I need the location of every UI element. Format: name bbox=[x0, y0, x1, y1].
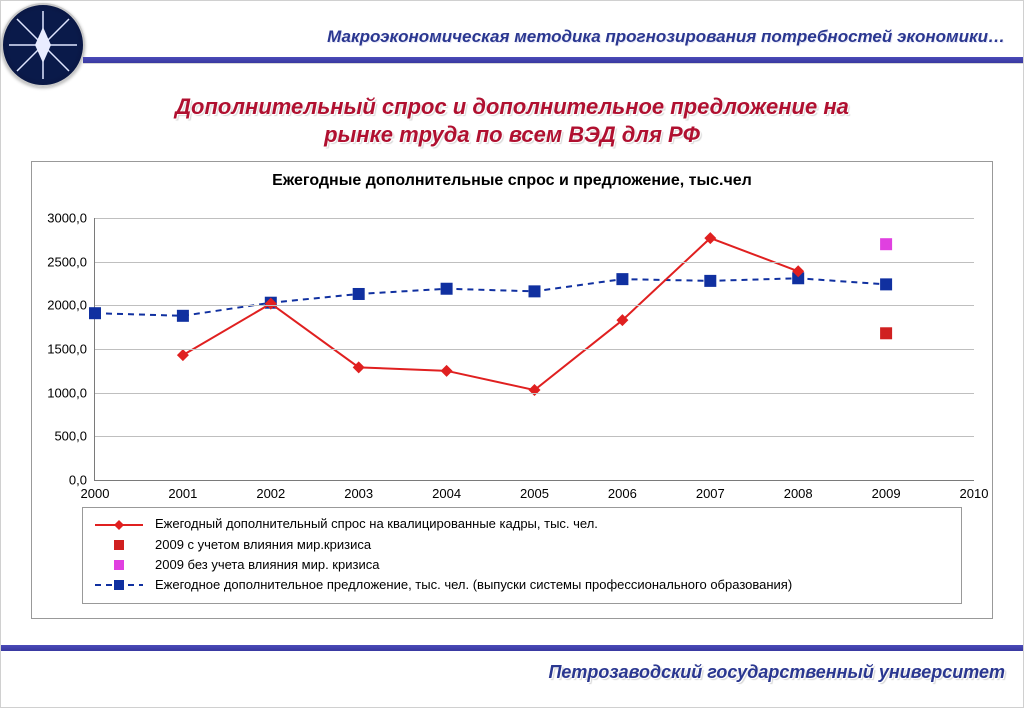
x-tick-label: 2004 bbox=[432, 486, 461, 501]
header-subtitle: Макроэкономическая методика прогнозирова… bbox=[327, 27, 1005, 47]
legend-item: Ежегодный дополнительный спрос на квалиц… bbox=[93, 514, 951, 534]
x-tick-label: 2007 bbox=[696, 486, 725, 501]
x-tick-label: 2000 bbox=[81, 486, 110, 501]
legend-swatch-icon bbox=[93, 538, 145, 552]
legend-swatch-icon bbox=[93, 578, 145, 592]
y-tick-label: 1000,0 bbox=[47, 385, 87, 400]
chart-legend: Ежегодный дополнительный спрос на квалиц… bbox=[82, 507, 962, 604]
legend-label: Ежегодный дополнительный спрос на квалиц… bbox=[155, 514, 598, 534]
header-divider bbox=[83, 57, 1023, 64]
chart-plot-area: 0,0500,01000,01500,02000,02500,03000,020… bbox=[94, 218, 974, 481]
y-tick-label: 500,0 bbox=[54, 429, 87, 444]
x-tick-label: 2005 bbox=[520, 486, 549, 501]
legend-item: Ежегодное дополнительное предложение, ты… bbox=[93, 575, 951, 595]
chart-container: Ежегодные дополнительные спрос и предлож… bbox=[31, 161, 993, 619]
slide-title: Дополнительный спрос и дополнительное пр… bbox=[1, 93, 1023, 148]
y-tick-label: 2000,0 bbox=[47, 298, 87, 313]
legend-item: 2009 с учетом влияния мир.кризиса bbox=[93, 535, 951, 555]
x-tick-label: 2003 bbox=[344, 486, 373, 501]
chart-title: Ежегодные дополнительные спрос и предлож… bbox=[32, 172, 992, 190]
slide-title-line1: Дополнительный спрос и дополнительное пр… bbox=[175, 94, 849, 119]
header: Макроэкономическая методика прогнозирова… bbox=[1, 1, 1023, 87]
legend-label: 2009 без учета влияния мир. кризиса bbox=[155, 555, 379, 575]
slide-title-line2: рынке труда по всем ВЭД для РФ bbox=[324, 122, 700, 147]
y-tick-label: 1500,0 bbox=[47, 342, 87, 357]
footer-text: Петрозаводский государственный университ… bbox=[548, 662, 1005, 683]
y-tick-label: 3000,0 bbox=[47, 211, 87, 226]
y-tick-label: 2500,0 bbox=[47, 254, 87, 269]
x-tick-label: 2008 bbox=[784, 486, 813, 501]
x-tick-label: 2009 bbox=[872, 486, 901, 501]
slide: Макроэкономическая методика прогнозирова… bbox=[0, 0, 1024, 708]
legend-label: Ежегодное дополнительное предложение, ты… bbox=[155, 575, 792, 595]
x-tick-label: 2006 bbox=[608, 486, 637, 501]
legend-label: 2009 с учетом влияния мир.кризиса bbox=[155, 535, 371, 555]
x-tick-label: 2010 bbox=[960, 486, 989, 501]
x-tick-label: 2002 bbox=[256, 486, 285, 501]
legend-swatch-icon bbox=[93, 518, 145, 532]
legend-swatch-icon bbox=[93, 558, 145, 572]
legend-item: 2009 без учета влияния мир. кризиса bbox=[93, 555, 951, 575]
university-logo-icon bbox=[1, 3, 85, 87]
x-tick-label: 2001 bbox=[168, 486, 197, 501]
footer-divider bbox=[1, 645, 1023, 651]
